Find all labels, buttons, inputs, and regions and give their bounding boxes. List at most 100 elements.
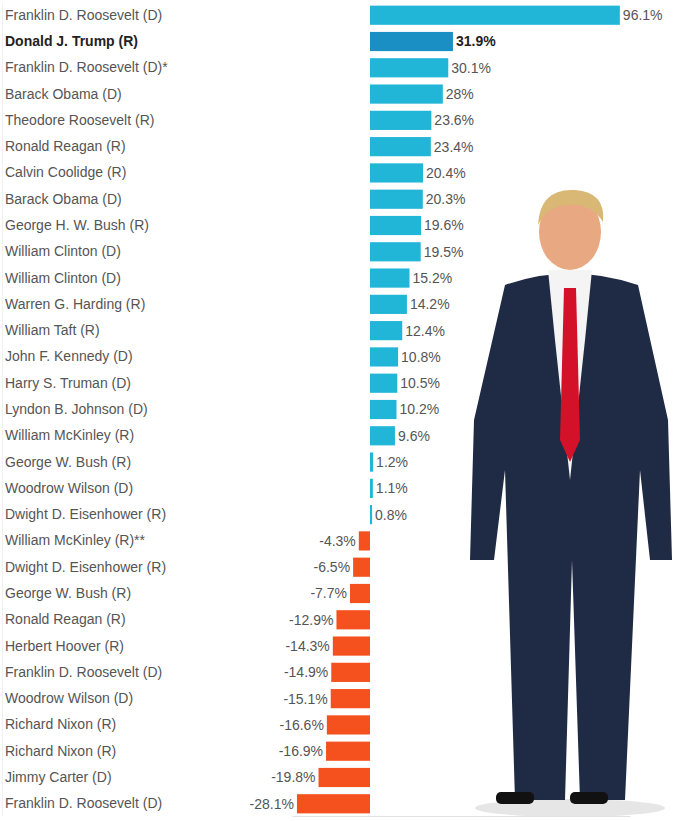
data-label: -16.9% <box>279 743 323 759</box>
y-tick: William McKinley (R)** <box>2 532 146 548</box>
category-label: Woodrow Wilson (D) <box>5 690 133 706</box>
data-label: 9.6% <box>398 428 430 444</box>
y-tick: Dwight D. Eisenhower (R) <box>2 559 166 575</box>
data-label: 96.1% <box>623 7 663 23</box>
y-tick: William Clinton (D) <box>2 243 121 259</box>
data-label: 10.8% <box>401 349 441 365</box>
bar <box>370 58 448 77</box>
bar <box>370 479 373 498</box>
data-label: -6.5% <box>314 559 351 575</box>
data-label: 23.4% <box>434 139 474 155</box>
data-label: 20.4% <box>426 165 466 181</box>
bar <box>331 663 370 682</box>
bar <box>336 610 370 629</box>
bar <box>370 295 407 314</box>
y-tick: Franklin D. Roosevelt (D)* <box>2 59 168 75</box>
category-label: Ronald Reagan (R) <box>5 611 126 627</box>
y-tick: Barack Obama (D) <box>2 86 122 102</box>
category-label: Franklin D. Roosevelt (D) <box>5 664 162 680</box>
y-tick: Woodrow Wilson (D) <box>2 690 133 706</box>
data-label: 1.2% <box>376 454 408 470</box>
category-label: William Taft (R) <box>5 322 100 338</box>
data-label: -19.8% <box>271 769 315 785</box>
figure-hair <box>538 190 603 225</box>
y-tick: Ronald Reagan (R) <box>2 138 126 154</box>
bar <box>331 689 370 708</box>
data-label: 20.3% <box>426 191 466 207</box>
bar <box>370 163 423 182</box>
x-axis-line <box>293 816 631 817</box>
data-labels: 96.1%31.9%30.1%28%23.6%23.4%20.4%20.3%19… <box>250 7 663 812</box>
bar <box>370 190 423 209</box>
data-label: -7.7% <box>310 585 347 601</box>
category-label: William Clinton (D) <box>5 243 121 259</box>
chart: Franklin D. Roosevelt (D) Donald J. Trump… <box>0 0 680 821</box>
bar <box>326 742 370 761</box>
category-label: Franklin D. Roosevelt (D) <box>5 795 162 811</box>
y-tick: Richard Nixon (R) <box>2 716 116 732</box>
y-tick: George W. Bush (R) <box>2 585 131 601</box>
y-tick: Franklin D. Roosevelt (D) <box>2 7 162 23</box>
category-label: Richard Nixon (R) <box>5 716 116 732</box>
data-label: -14.9% <box>284 664 328 680</box>
data-label: 23.6% <box>434 112 474 128</box>
bar <box>370 321 402 340</box>
category-label: William Clinton (D) <box>5 270 121 286</box>
category-label: Warren G. Harding (R) <box>5 296 145 312</box>
y-tick: Jimmy Carter (D) <box>2 769 112 785</box>
category-label: George W. Bush (R) <box>5 454 131 470</box>
data-label: -28.1% <box>250 796 294 812</box>
y-tick: John F. Kennedy (D) <box>2 348 133 364</box>
y-tick: George H. W. Bush (R) <box>2 217 149 233</box>
category-label: Barack Obama (D) <box>5 191 122 207</box>
y-tick: Woodrow Wilson (D) <box>2 480 133 496</box>
category-label: Dwight D. Eisenhower (R) <box>5 506 166 522</box>
bar <box>370 426 395 445</box>
data-label: 31.9% <box>456 33 496 49</box>
category-label: Dwight D. Eisenhower (R) <box>5 559 166 575</box>
bar <box>327 715 370 734</box>
bars <box>297 6 620 814</box>
category-label: Richard Nixon (R) <box>5 743 116 759</box>
category-label: Ronald Reagan (R) <box>5 138 126 154</box>
category-label: Herbert Hoover (R) <box>5 638 124 654</box>
y-tick: Theodore Roosevelt (R) <box>2 112 154 128</box>
y-tick: Warren G. Harding (R) <box>2 296 145 312</box>
category-label: Franklin D. Roosevelt (D) <box>5 7 162 23</box>
category-label: Harry S. Truman (D) <box>5 375 131 391</box>
bar <box>370 216 421 235</box>
y-tick: Barack Obama (D) <box>2 191 122 207</box>
bar <box>370 347 398 366</box>
bar <box>370 137 431 156</box>
data-label: -4.3% <box>319 533 356 549</box>
data-label: 12.4% <box>405 323 445 339</box>
figure-suit <box>470 274 672 801</box>
data-label: -14.3% <box>285 638 329 654</box>
category-label: George W. Bush (R) <box>5 585 131 601</box>
category-label: Barack Obama (D) <box>5 86 122 102</box>
bar <box>319 768 370 787</box>
y-tick: Herbert Hoover (R) <box>2 638 124 654</box>
y-tick: George W. Bush (R) <box>2 454 131 470</box>
figure-shoe <box>496 792 534 804</box>
category-label: Lyndon B. Johnson (D) <box>5 401 148 417</box>
y-tick: Donald J. Trump (R) <box>2 33 138 49</box>
data-label: 10.2% <box>400 401 440 417</box>
category-label: Calvin Coolidge (R) <box>5 164 126 180</box>
bar <box>370 268 410 287</box>
category-label: Donald J. Trump (R) <box>5 33 138 49</box>
bar <box>359 531 370 550</box>
bar <box>297 794 370 813</box>
bar <box>370 400 397 419</box>
y-tick: Calvin Coolidge (R) <box>2 164 126 180</box>
y-tick: Ronald Reagan (R) <box>2 611 126 627</box>
bar <box>370 111 431 130</box>
data-label: 19.6% <box>424 217 464 233</box>
y-tick: Harry S. Truman (D) <box>2 375 131 391</box>
category-label: William McKinley (R)** <box>5 532 146 548</box>
y-tick: Richard Nixon (R) <box>2 743 116 759</box>
bar <box>370 84 443 103</box>
bar <box>370 242 421 261</box>
figure-tie <box>560 288 580 462</box>
data-label: 14.2% <box>410 296 450 312</box>
